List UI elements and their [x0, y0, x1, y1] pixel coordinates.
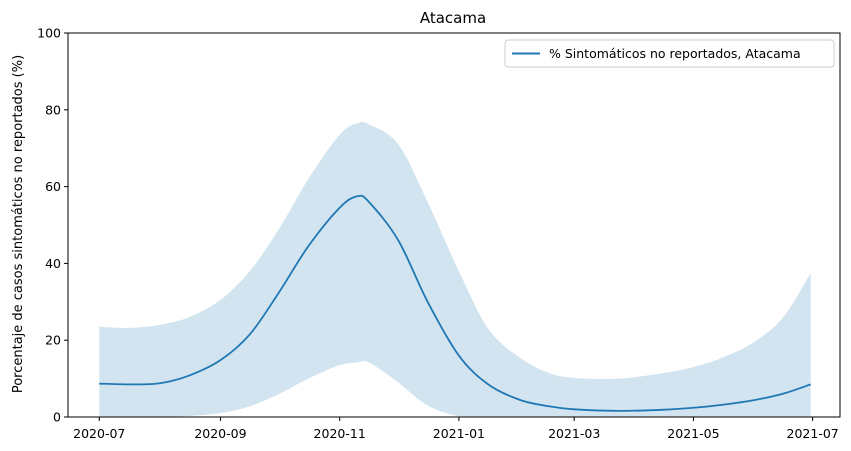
x-tick-label: 2020-11 — [314, 426, 366, 441]
x-tick-label: 2021-01 — [433, 426, 485, 441]
axes-frame — [67, 32, 841, 418]
y-tick-label: 100 — [37, 26, 61, 41]
x-tick-label: 2020-07 — [73, 426, 125, 441]
y-axis-label: Porcentaje de casos sintomáticos no repo… — [11, 55, 26, 393]
y-tick-label: 80 — [45, 102, 61, 117]
y-tick-label: 40 — [45, 256, 61, 271]
y-tick-label: 0 — [53, 410, 61, 425]
x-axis-ticks: 2020-07 2020-09 2020-11 2021-01 2021-03 2021-… — [73, 417, 839, 441]
confidence-band — [99, 121, 811, 418]
chart-title: Atacama — [420, 9, 486, 27]
x-tick-label: 2020-09 — [194, 426, 246, 441]
legend: % Sintomáticos no reportados, Atacama — [504, 39, 835, 68]
plot-area — [99, 121, 811, 418]
series-line — [99, 194, 811, 412]
legend-box — [504, 39, 835, 68]
x-tick-label: 2021-05 — [667, 426, 719, 441]
x-tick-label: 2021-07 — [787, 426, 839, 441]
y-axis-ticks: 0 20 40 60 80 100 — [37, 26, 68, 425]
x-tick-label: 2021-03 — [548, 426, 600, 441]
y-tick-label: 20 — [45, 333, 61, 348]
legend-label: % Sintomáticos no reportados, Atacama — [549, 46, 801, 61]
y-tick-label: 60 — [45, 179, 61, 194]
